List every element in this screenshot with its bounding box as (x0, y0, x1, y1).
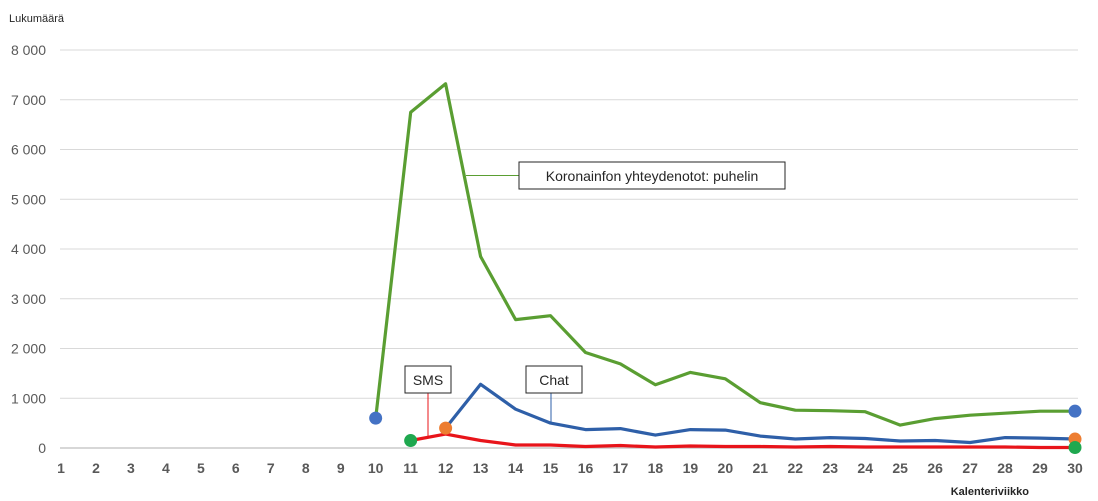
y-tick-label: 1 000 (11, 390, 46, 406)
x-tick-label: 10 (368, 460, 384, 476)
x-tick-label: 7 (267, 460, 275, 476)
series-markers (369, 404, 1082, 455)
callout-label: Koronainfon yhteydenotot: puhelin (546, 168, 759, 184)
x-tick-label: 22 (787, 460, 803, 476)
x-tick-label: 16 (578, 460, 594, 476)
y-axis-title: Lukumäärä (9, 13, 65, 25)
callout-box (404, 365, 452, 394)
x-tick-label: 11 (403, 460, 418, 476)
x-tick-label: 5 (197, 460, 205, 476)
x-tick-label: 23 (822, 460, 838, 476)
x-tick-label: 26 (927, 460, 943, 476)
y-tick-label: 8 000 (11, 42, 46, 58)
x-tick-label: 25 (892, 460, 908, 476)
y-tick-label: 4 000 (11, 241, 46, 257)
y-tick-label: 7 000 (11, 92, 46, 108)
x-tick-label: 27 (962, 460, 978, 476)
series-start-marker (439, 421, 453, 435)
series-line (444, 382, 1077, 445)
x-tick-label: 9 (337, 460, 345, 476)
x-tick-label: 18 (648, 460, 664, 476)
series-line (409, 432, 1077, 450)
callout-box (525, 365, 583, 394)
x-tick-label: 24 (857, 460, 873, 476)
x-tick-label: 17 (613, 460, 629, 476)
x-axis-title: Kalenteriviikko (951, 486, 1030, 498)
x-tick-labels: 1 2 3 4 5 6 7 8 9 10 11 12 13 14 15 16 17 18 19 20 21 22 23 24 2… (57, 460, 1083, 476)
x-tick-label: 4 (162, 460, 170, 476)
y-tick-label: 6 000 (11, 142, 46, 158)
x-tick-label: 6 (232, 460, 240, 476)
y-tick-label: 2 000 (11, 341, 46, 357)
y-tick-label: 3 000 (11, 291, 46, 307)
x-tick-label: 21 (753, 460, 769, 476)
x-tick-label: 20 (718, 460, 734, 476)
series-end-marker (1068, 441, 1082, 455)
callout-leaders (427, 175, 552, 437)
series-lines (374, 82, 1077, 450)
x-tick-label: 15 (543, 460, 559, 476)
series-line (374, 82, 1077, 427)
x-tick-label: 8 (302, 460, 310, 476)
x-tick-label: 1 (57, 460, 65, 476)
y-tick-label: 0 (38, 440, 46, 456)
x-tick-label: 30 (1067, 460, 1083, 476)
x-tick-label: 14 (508, 460, 524, 476)
x-tick-label: 28 (997, 460, 1013, 476)
callout-label: SMS (413, 372, 443, 388)
gridlines (60, 49, 1078, 449)
x-tick-label: 29 (1032, 460, 1048, 476)
series-start-marker (404, 434, 418, 448)
y-tick-label: 5 000 (11, 191, 46, 207)
x-tick-label: 19 (683, 460, 699, 476)
callouts: Koronainfon yhteydenotot: puhelin SMS Chat (404, 161, 786, 394)
y-tick-labels: 0 1 000 2 000 3 000 4 000 5 000 6 000 7 000 8 00… (11, 42, 46, 456)
callout-label: Chat (539, 372, 569, 388)
series-start-marker (369, 411, 383, 425)
x-tick-label: 13 (473, 460, 489, 476)
callout-box (518, 161, 786, 190)
x-tick-label: 2 (92, 460, 100, 476)
series-end-marker (1068, 404, 1082, 418)
x-tick-label: 3 (127, 460, 135, 476)
x-tick-label: 12 (438, 460, 454, 476)
